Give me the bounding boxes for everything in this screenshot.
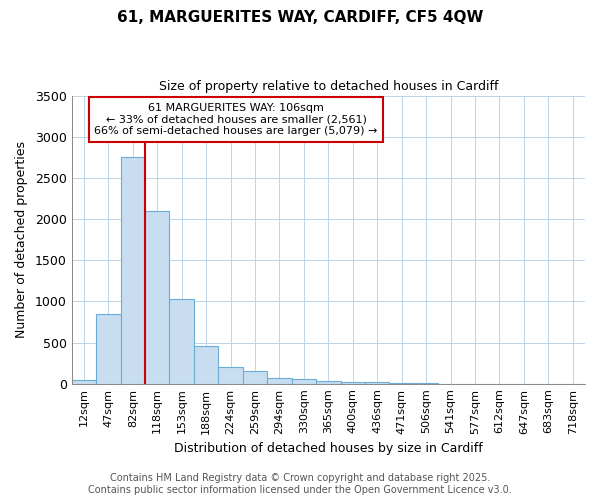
- Text: 61, MARGUERITES WAY, CARDIFF, CF5 4QW: 61, MARGUERITES WAY, CARDIFF, CF5 4QW: [117, 10, 483, 25]
- Text: Contains HM Land Registry data © Crown copyright and database right 2025.
Contai: Contains HM Land Registry data © Crown c…: [88, 474, 512, 495]
- Y-axis label: Number of detached properties: Number of detached properties: [15, 141, 28, 338]
- X-axis label: Distribution of detached houses by size in Cardiff: Distribution of detached houses by size …: [174, 442, 483, 455]
- Bar: [341, 382, 365, 384]
- Bar: [243, 371, 267, 384]
- Bar: [145, 211, 169, 384]
- Bar: [169, 299, 194, 384]
- Bar: [292, 379, 316, 384]
- Bar: [365, 382, 389, 384]
- Text: 61 MARGUERITES WAY: 106sqm
← 33% of detached houses are smaller (2,561)
66% of s: 61 MARGUERITES WAY: 106sqm ← 33% of deta…: [94, 103, 377, 136]
- Bar: [194, 346, 218, 384]
- Bar: [218, 367, 243, 384]
- Bar: [316, 381, 341, 384]
- Bar: [96, 314, 121, 384]
- Bar: [267, 378, 292, 384]
- Bar: [121, 158, 145, 384]
- Title: Size of property relative to detached houses in Cardiff: Size of property relative to detached ho…: [158, 80, 498, 93]
- Bar: [71, 380, 96, 384]
